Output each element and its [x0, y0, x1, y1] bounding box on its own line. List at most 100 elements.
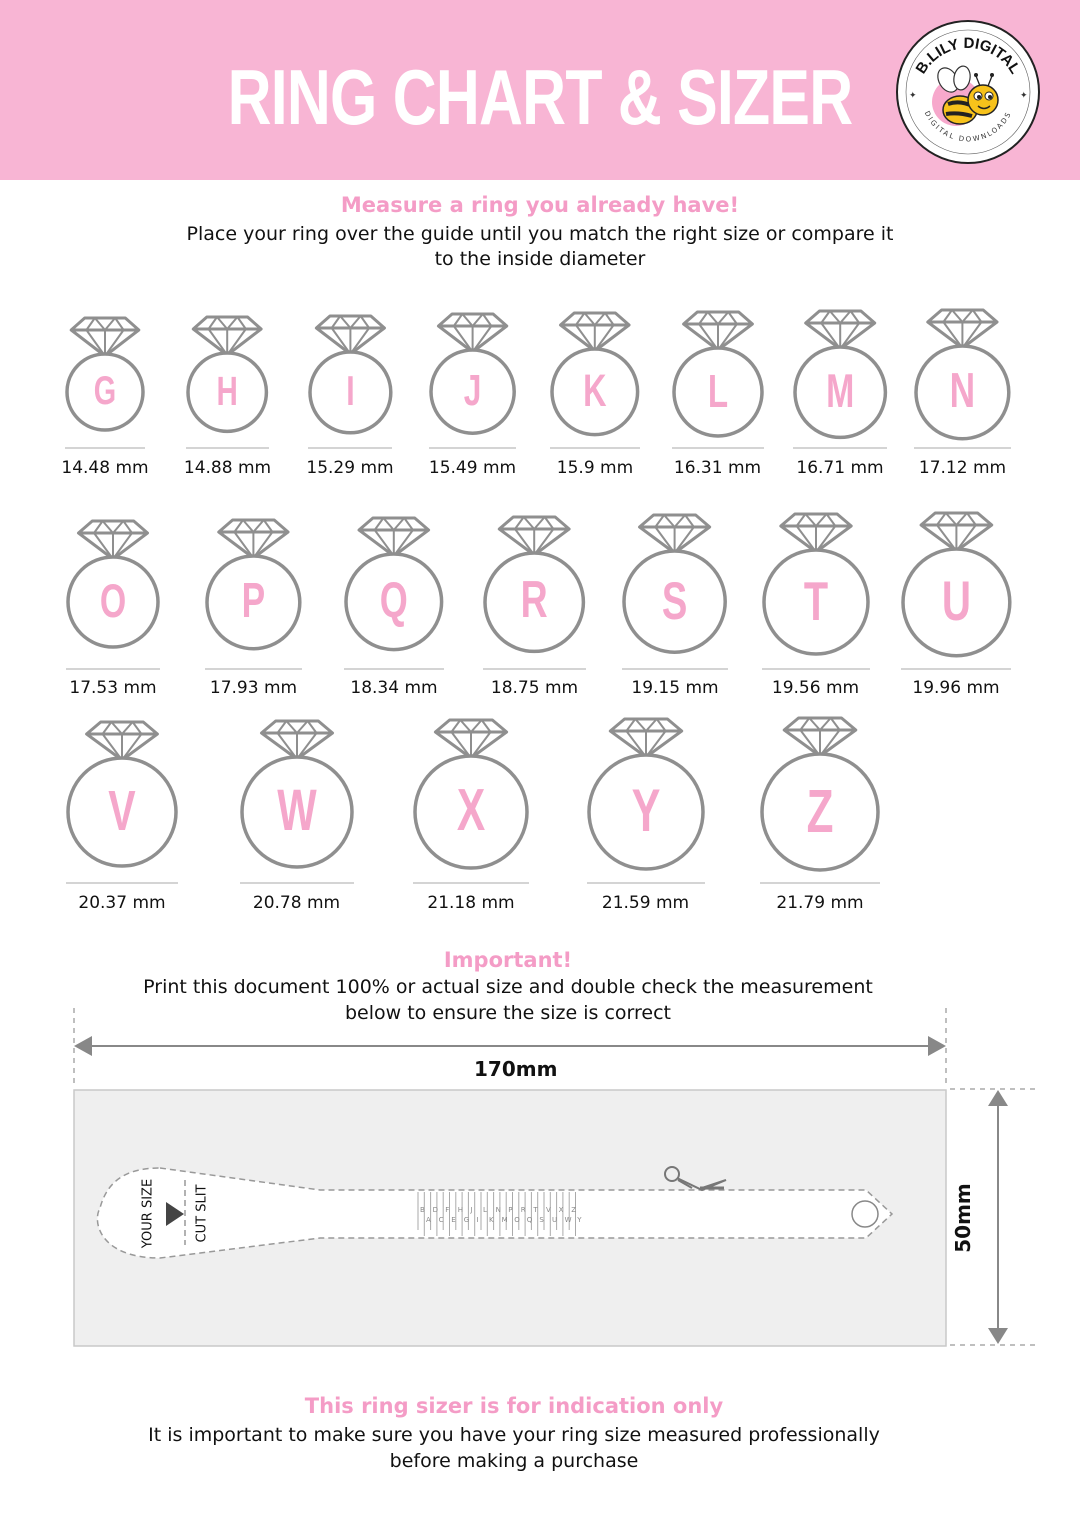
ring-size-y: Y	[585, 675, 707, 873]
ring-letter: Q	[379, 572, 408, 629]
ring-letter: K	[583, 365, 607, 417]
ring-size-label: 14.88 mm	[183, 458, 272, 478]
brand-logo: B.LILY DIGITAL DIGITAL DOWNLOADS ✦ ✦	[896, 20, 1040, 164]
ring-size-t: T	[760, 470, 872, 658]
ring-icon	[344, 516, 444, 652]
ring-baseline	[344, 668, 444, 670]
ring-baseline	[622, 668, 728, 670]
ring-icon	[65, 316, 145, 432]
ring-baseline	[307, 447, 393, 449]
ring-size-label: 21.18 mm	[427, 893, 515, 913]
height-arrow-top	[988, 1090, 1008, 1106]
strip-letter: K	[489, 1216, 494, 1224]
ring-size-k: K	[548, 269, 642, 439]
ring-size-l: L	[670, 268, 766, 440]
ring-size-o: O	[64, 477, 162, 651]
ring-size-q: Q	[342, 474, 446, 654]
ring-letter: M	[825, 363, 855, 417]
ring-icon	[671, 310, 764, 438]
ring-icon	[413, 718, 529, 870]
intro-line-1: Place your ring over the guide until you…	[186, 223, 894, 245]
ring-letter: I	[345, 366, 355, 414]
ring-icon	[429, 312, 516, 436]
ring-baseline	[761, 668, 870, 670]
strip-letter: E	[451, 1216, 455, 1224]
ring-size-label: 19.15 mm	[631, 678, 719, 698]
ring-icon	[483, 515, 586, 653]
ring-icon	[761, 512, 870, 656]
ring-letter: U	[941, 568, 971, 632]
strip-letter: X	[559, 1206, 564, 1214]
ring-letter: V	[108, 778, 136, 843]
strip-letter: A	[426, 1216, 431, 1224]
ring-letter: X	[456, 777, 486, 844]
ring-letter: N	[949, 364, 976, 419]
ring-letter: W	[276, 777, 317, 843]
ring-size-p: P	[203, 476, 304, 653]
ring-letter: Y	[631, 776, 660, 844]
strip-letter: M	[502, 1216, 508, 1224]
ring-icon	[793, 309, 887, 439]
strip-letter: I	[476, 1216, 478, 1224]
ring-size-label: 21.59 mm	[601, 893, 690, 913]
strip-letter: T	[532, 1206, 538, 1214]
ring-baseline	[483, 668, 586, 670]
ring-baseline	[671, 447, 764, 449]
ring-baseline	[66, 882, 178, 884]
important-line-2: below to ensure the size is correct	[345, 1002, 671, 1024]
ring-baseline	[66, 668, 160, 670]
ring-icon	[186, 315, 269, 433]
ring-size-n: N	[912, 266, 1013, 443]
ring-size-h: H	[184, 273, 270, 435]
ring-size-label: 17.53 mm	[69, 678, 157, 698]
ring-size-label: 15.29 mm	[306, 458, 394, 478]
ring-letter: P	[241, 574, 266, 629]
svg-text:✦: ✦	[909, 91, 917, 101]
height-arrow-bottom	[988, 1328, 1008, 1344]
strip-letter: U	[552, 1216, 557, 1224]
width-label: 170mm	[474, 1057, 558, 1081]
ring-icon	[760, 716, 880, 872]
ring-baseline	[65, 447, 145, 449]
ring-size-x: X	[411, 676, 531, 872]
height-label: 50mm	[951, 1183, 975, 1253]
cut-slit-label: CUT SLIT	[194, 1184, 210, 1243]
ring-icon	[66, 519, 160, 649]
disclaimer-heading: This ring sizer is for indication only	[304, 1394, 724, 1418]
ring-icon	[307, 314, 393, 435]
ring-icon	[66, 720, 178, 868]
strip-letter: O	[514, 1216, 520, 1224]
ring-size-label: 21.79 mm	[776, 893, 864, 913]
ring-sizer-strip[interactable]	[96, 1167, 894, 1259]
ring-letter: S	[662, 571, 688, 631]
strip-size-scale: B D F H J L N P R T V X Z A C E G I K M O Q S U W Y	[417, 1192, 582, 1236]
ring-baseline	[428, 447, 517, 449]
strip-letter: W	[565, 1216, 572, 1224]
width-arrow-right	[928, 1036, 946, 1056]
strip-letter: R	[521, 1206, 526, 1214]
important-heading: Important!	[443, 948, 573, 972]
ring-icon	[239, 719, 354, 869]
ring-letter: R	[520, 571, 549, 630]
ring-letter: O	[99, 574, 127, 628]
strip-letter: V	[546, 1206, 551, 1214]
ring-size-u: U	[899, 469, 1014, 660]
strip-letter: G	[464, 1216, 469, 1224]
strip-letter: B	[420, 1206, 425, 1214]
ring-size-v: V	[64, 678, 180, 870]
svg-text:✦: ✦	[1020, 91, 1028, 101]
your-size-label: YOUR SIZE	[140, 1178, 156, 1249]
strip-letter: Z	[571, 1206, 576, 1214]
ring-size-label: 14.48 mm	[61, 458, 149, 478]
ring-size-label: 19.56 mm	[771, 678, 860, 698]
ring-icon	[205, 518, 302, 651]
strip-letter: Q	[527, 1216, 533, 1224]
ring-size-g: G	[63, 274, 147, 434]
ring-size-j: J	[427, 270, 518, 437]
width-arrow-left	[74, 1036, 92, 1056]
ring-size-label: 17.93 mm	[209, 678, 298, 698]
strip-letter: D	[433, 1206, 438, 1214]
important-line-1: Print this document 100% or actual size …	[143, 976, 873, 998]
ring-size-label: 18.34 mm	[350, 678, 438, 698]
ring-letter: L	[707, 364, 728, 417]
